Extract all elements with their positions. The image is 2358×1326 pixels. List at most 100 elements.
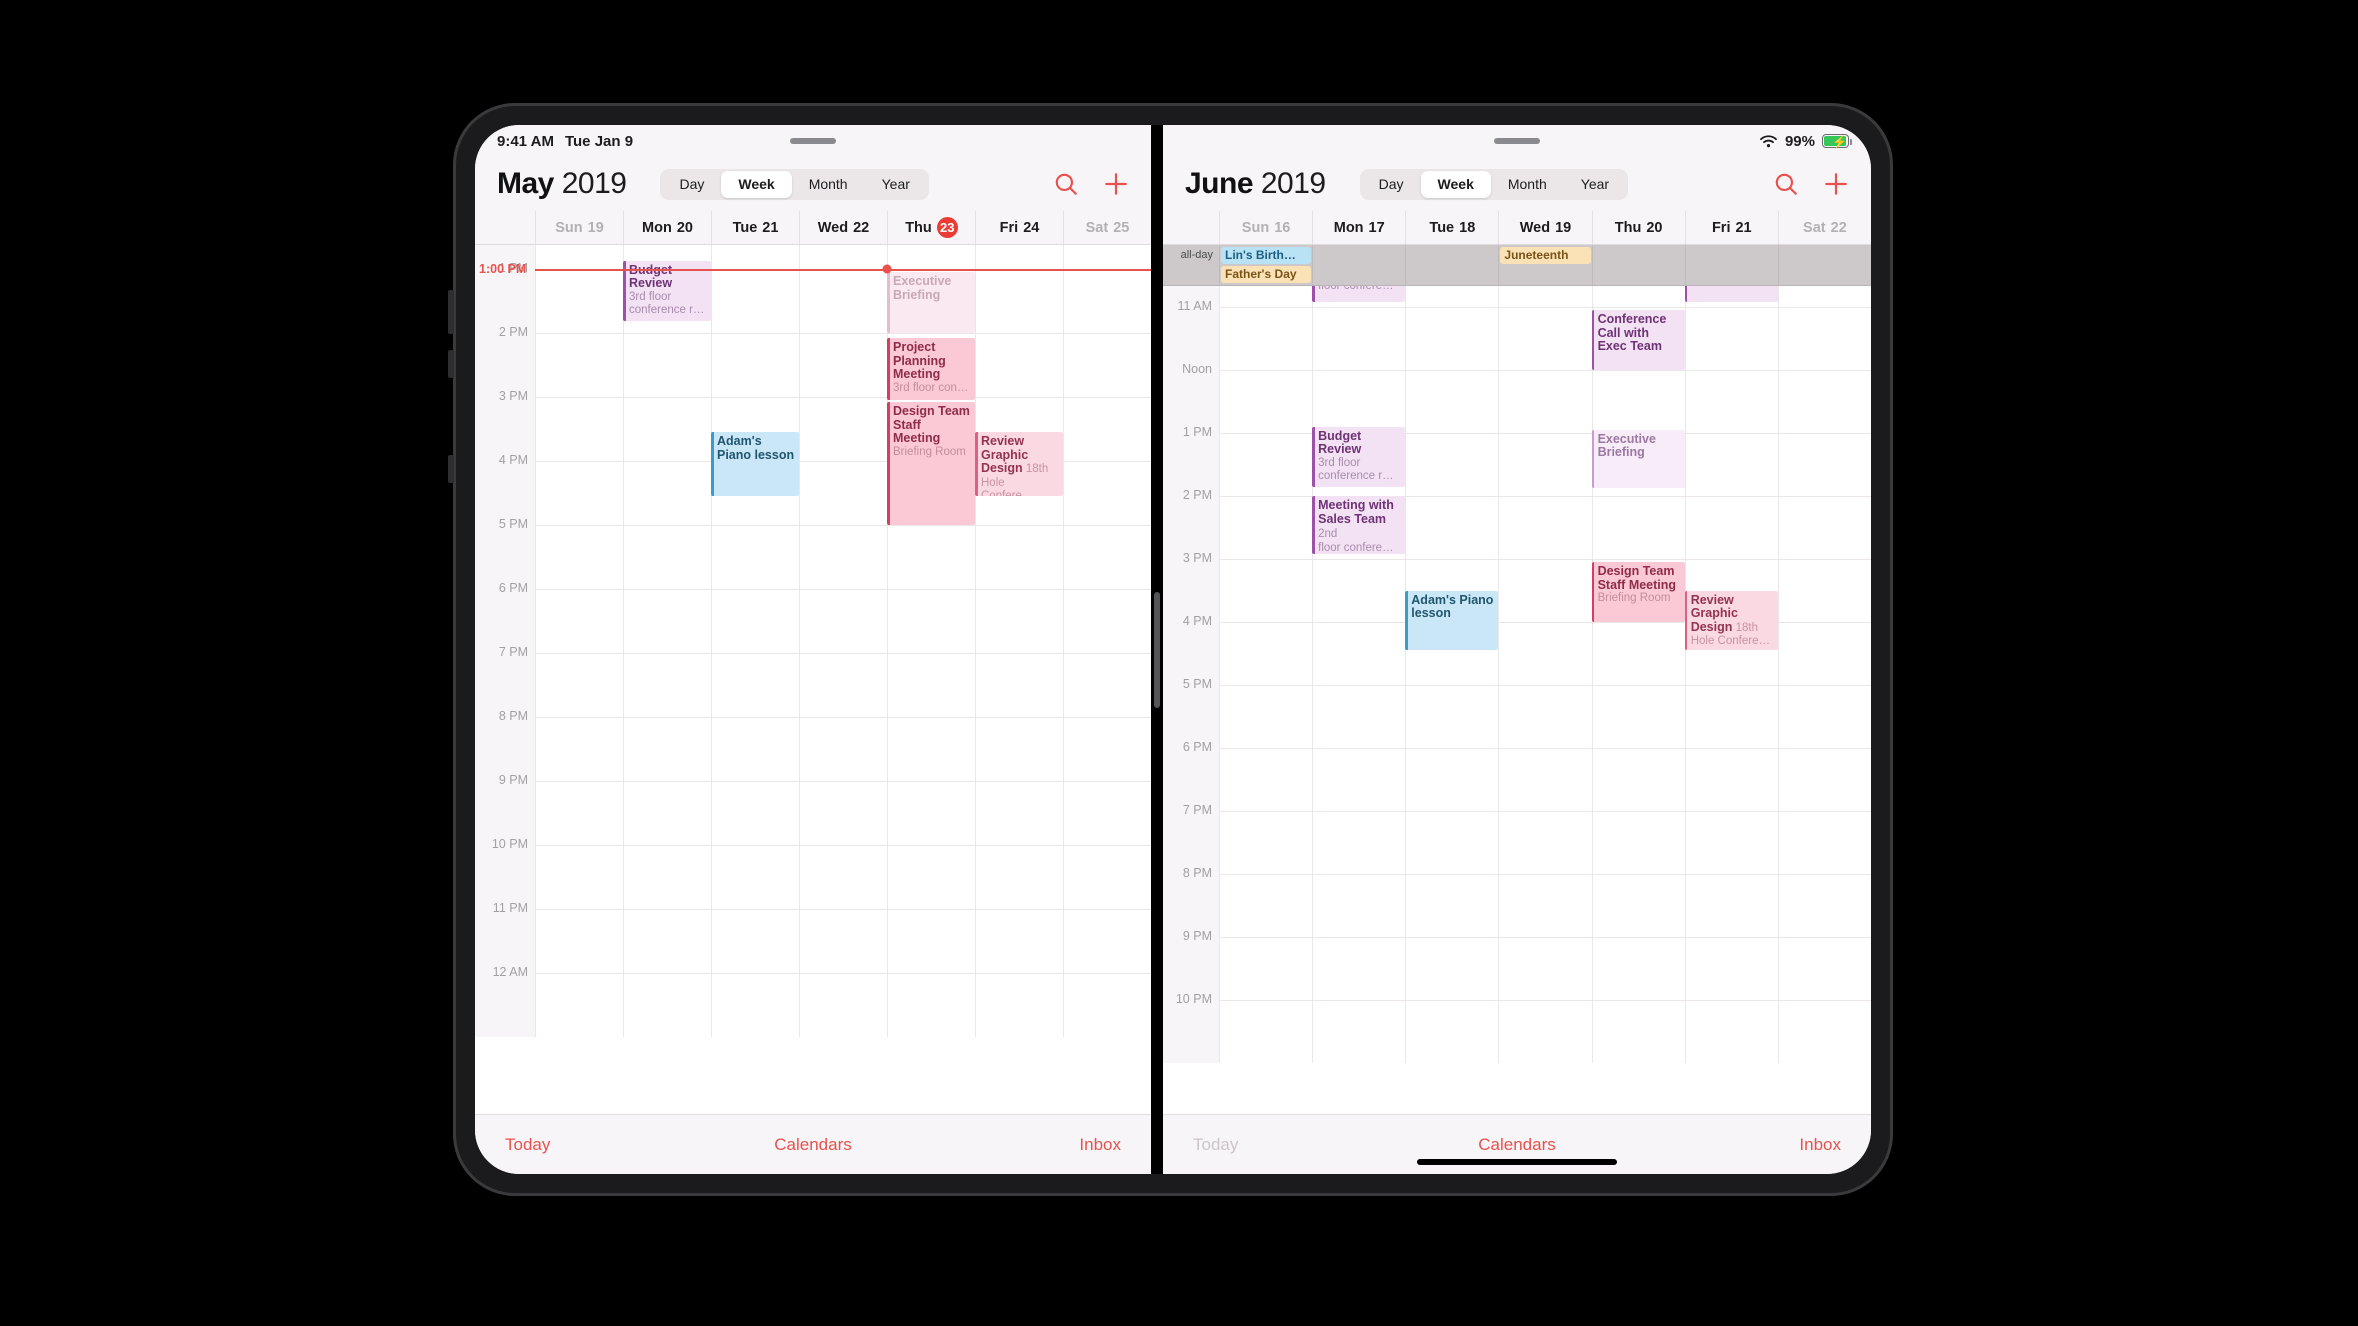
time-slot-cell[interactable] [1591, 497, 1685, 559]
split-view-divider-handle[interactable] [1154, 591, 1160, 708]
day-header-sat-22[interactable]: Sat 22 [1777, 211, 1871, 244]
left-calendars-button[interactable]: Calendars [774, 1134, 852, 1154]
time-slot-cell[interactable] [1219, 623, 1312, 685]
time-slot-cell[interactable] [1063, 270, 1151, 333]
time-slot-cell[interactable] [1777, 812, 1871, 874]
time-slot-cell[interactable] [1312, 686, 1405, 748]
calendar-event[interactable]: Meeting with Sales Team 2nd floor confere… [1312, 496, 1406, 554]
time-slot-cell[interactable] [1498, 938, 1591, 1000]
left-tab-year[interactable]: Year [881, 176, 910, 192]
time-slot-cell[interactable] [623, 654, 711, 717]
time-slot-cell[interactable] [887, 974, 975, 1037]
time-slot-cell[interactable] [975, 334, 1063, 397]
time-slot-cell[interactable] [1405, 308, 1498, 370]
time-slot-cell[interactable] [711, 270, 799, 333]
time-slot-cell[interactable] [1684, 371, 1778, 433]
time-slot-cell[interactable] [1219, 308, 1312, 370]
time-slot-cell[interactable] [1312, 812, 1405, 874]
time-slot-cell[interactable] [535, 910, 623, 973]
time-slot-cell[interactable] [975, 782, 1063, 845]
time-slot-cell[interactable] [1684, 434, 1778, 496]
all-day-column-2[interactable] [1405, 245, 1498, 285]
time-slot-cell[interactable] [535, 462, 623, 525]
all-day-event[interactable]: Lin's Birth… [1221, 247, 1312, 264]
right-tab-month[interactable]: Month [1507, 176, 1547, 192]
time-slot-cell[interactable] [975, 718, 1063, 781]
time-slot-cell[interactable] [1312, 560, 1405, 622]
time-slot-cell[interactable] [535, 974, 623, 1037]
time-slot-cell[interactable] [1063, 654, 1151, 717]
time-slot-cell[interactable] [975, 245, 1063, 269]
time-slot-cell[interactable] [1591, 812, 1685, 874]
time-slot-cell[interactable] [1498, 286, 1591, 307]
time-slot-cell[interactable] [1684, 812, 1778, 874]
time-slot-cell[interactable] [1063, 245, 1151, 269]
time-slot-cell[interactable] [535, 654, 623, 717]
all-day-column-5[interactable] [1684, 245, 1778, 285]
time-slot-cell[interactable] [535, 718, 623, 781]
time-slot-cell[interactable] [799, 782, 887, 845]
time-slot-cell[interactable] [975, 590, 1063, 653]
time-slot-cell[interactable] [1498, 371, 1591, 433]
time-slot-cell[interactable] [711, 654, 799, 717]
time-slot-cell[interactable] [535, 526, 623, 589]
time-slot-cell[interactable] [1684, 875, 1778, 937]
all-day-column-6[interactable] [1777, 245, 1871, 285]
day-header-fri-21[interactable]: Fri 21 [1684, 211, 1778, 244]
left-tab-month[interactable]: Month [808, 176, 848, 192]
time-slot-cell[interactable] [711, 398, 799, 461]
time-slot-cell[interactable] [1312, 938, 1405, 1000]
time-slot-cell[interactable] [1591, 686, 1685, 748]
time-slot-cell[interactable] [1219, 371, 1312, 433]
time-slot-cell[interactable] [1063, 398, 1151, 461]
time-slot-cell[interactable] [1498, 434, 1591, 496]
time-slot-cell[interactable] [623, 782, 711, 845]
split-view-grabber-right[interactable] [1494, 138, 1540, 144]
time-slot-cell[interactable] [711, 245, 799, 269]
time-slot-cell[interactable] [1063, 334, 1151, 397]
time-slot-cell[interactable] [799, 910, 887, 973]
time-slot-cell[interactable] [1219, 875, 1312, 937]
right-tab-week[interactable]: Week [1420, 170, 1491, 198]
time-slot-cell[interactable] [1219, 560, 1312, 622]
time-slot-cell[interactable] [887, 910, 975, 973]
time-slot-cell[interactable] [1312, 749, 1405, 811]
time-slot-cell[interactable] [1063, 782, 1151, 845]
time-slot-cell[interactable] [1219, 812, 1312, 874]
time-slot-cell[interactable] [1405, 938, 1498, 1000]
time-slot-cell[interactable] [623, 910, 711, 973]
search-icon[interactable] [1773, 171, 1799, 197]
time-slot-cell[interactable] [623, 846, 711, 909]
time-slot-cell[interactable] [887, 718, 975, 781]
time-slot-cell[interactable] [1777, 560, 1871, 622]
left-today-button[interactable]: Today [505, 1134, 551, 1154]
time-slot-cell[interactable] [1219, 1001, 1312, 1063]
right-view-mode-segmented-control[interactable]: Day Week Month Year [1359, 168, 1629, 200]
day-header-thu-23[interactable]: Thu 23 [887, 211, 975, 244]
time-slot-cell[interactable] [711, 334, 799, 397]
calendar-event[interactable]: Design Team Staff Meeting Briefing Room [887, 402, 975, 525]
time-slot-cell[interactable] [1405, 1001, 1498, 1063]
time-slot-cell[interactable] [623, 398, 711, 461]
time-slot-cell[interactable] [623, 718, 711, 781]
day-header-mon-20[interactable]: Mon 20 [623, 211, 711, 244]
calendar-event[interactable]: Team meeting [1684, 286, 1778, 302]
time-slot-cell[interactable] [1591, 286, 1685, 307]
time-slot-cell[interactable] [623, 526, 711, 589]
time-slot-cell[interactable] [1063, 974, 1151, 1037]
time-slot-cell[interactable] [1498, 812, 1591, 874]
calendar-event[interactable]: Review Graphic Design 18th Hole Confere… [1684, 590, 1778, 651]
left-tab-day[interactable]: Day [679, 176, 705, 192]
time-slot-cell[interactable] [1063, 526, 1151, 589]
time-slot-cell[interactable] [1777, 308, 1871, 370]
time-slot-cell[interactable] [1405, 686, 1498, 748]
volume-up-button[interactable] [448, 290, 454, 334]
time-slot-cell[interactable] [1405, 812, 1498, 874]
time-slot-cell[interactable] [1777, 434, 1871, 496]
left-view-mode-segmented-control[interactable]: Day Week Month Year [660, 168, 929, 200]
day-header-thu-20[interactable]: Thu 20 [1591, 211, 1685, 244]
time-slot-cell[interactable] [1219, 286, 1312, 307]
time-slot-cell[interactable] [1498, 1001, 1591, 1063]
time-slot-cell[interactable] [1312, 308, 1405, 370]
